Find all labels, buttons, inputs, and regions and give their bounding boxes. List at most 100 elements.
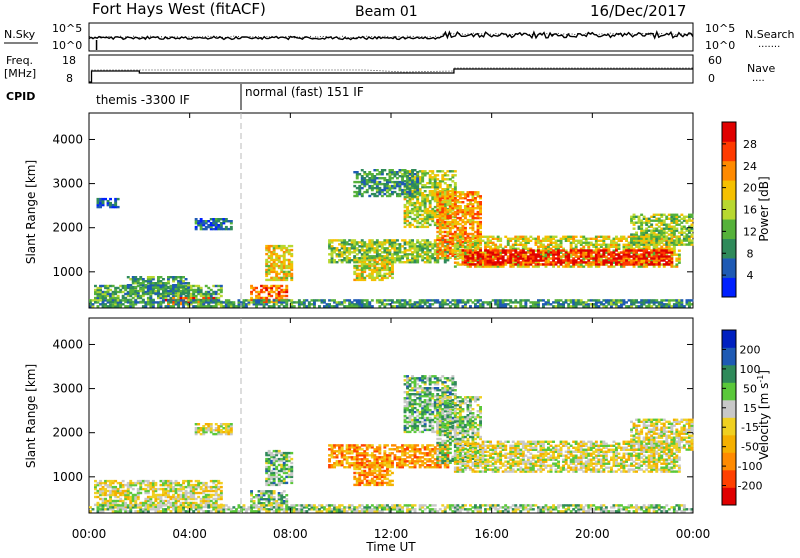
data-cell [250, 285, 253, 287]
data-cell [273, 291, 276, 293]
data-cell [602, 303, 605, 305]
data-cell [361, 263, 364, 265]
data-cell [381, 259, 384, 261]
data-cell [409, 210, 412, 212]
data-cell [137, 290, 140, 292]
data-cell [472, 244, 475, 246]
data-cell [356, 171, 359, 173]
data-cell [663, 249, 666, 251]
data-cell [590, 238, 593, 240]
data-cell [230, 301, 233, 303]
data-cell [477, 221, 480, 223]
data-cell [119, 289, 122, 291]
data-cell [618, 253, 621, 255]
data-cell [361, 193, 364, 195]
data-cell [122, 480, 125, 482]
data-cell [620, 251, 623, 253]
data-cell [441, 231, 444, 233]
data-cell [99, 198, 102, 200]
data-cell [537, 299, 540, 301]
data-cell [600, 244, 603, 246]
data-cell [338, 259, 341, 261]
data-cell [197, 301, 200, 303]
data-cell [373, 187, 376, 189]
data-cell [441, 251, 444, 253]
data-cell [560, 255, 563, 257]
data-cell [122, 291, 125, 293]
data-cell [280, 255, 283, 257]
data-cell [338, 243, 341, 245]
data-cell [454, 256, 457, 258]
data-cell [456, 227, 459, 229]
data-cell [431, 253, 434, 255]
data-cell [449, 215, 452, 217]
data-cell [263, 297, 266, 299]
data-cell [424, 299, 427, 301]
data-cell [406, 220, 409, 222]
data-cell [436, 203, 439, 205]
data-cell [623, 251, 626, 253]
data-cell [99, 488, 102, 490]
data-cell [585, 261, 588, 263]
data-cell [635, 232, 638, 234]
data-cell [660, 214, 663, 216]
data-cell [512, 249, 515, 251]
data-cell [416, 206, 419, 208]
data-cell [620, 299, 623, 301]
data-cell [653, 249, 656, 251]
data-cell [643, 249, 646, 251]
data-cell [401, 251, 404, 253]
data-cell [92, 303, 95, 305]
data-cell [371, 305, 374, 307]
data-cell [560, 238, 563, 240]
data-cell [456, 221, 459, 223]
data-cell [665, 246, 668, 248]
data-cell [469, 199, 472, 201]
data-cell [381, 275, 384, 277]
data-cell [142, 299, 145, 301]
data-cell [217, 303, 220, 305]
data-cell [547, 299, 550, 301]
data-cell [570, 265, 573, 267]
data-cell [139, 282, 142, 284]
data-cell [431, 303, 434, 305]
data-cell [615, 236, 618, 238]
data-cell [429, 224, 432, 226]
data-cell [117, 198, 120, 200]
data-cell [409, 239, 412, 241]
data-cell [517, 263, 520, 265]
data-cell [643, 230, 646, 232]
data-cell [618, 244, 621, 246]
data-cell [215, 299, 218, 301]
data-cell [278, 255, 281, 257]
data-cell [691, 224, 694, 226]
data-cell [560, 252, 563, 254]
data-cell [381, 195, 384, 197]
data-cell [587, 259, 590, 261]
data-cell [597, 299, 600, 301]
data-cell [172, 284, 175, 286]
data-cell [215, 285, 218, 287]
data-cell [655, 233, 658, 235]
data-cell [595, 236, 598, 238]
data-cell [645, 305, 648, 307]
data-cell [451, 188, 454, 190]
data-cell [295, 301, 298, 303]
data-cell [499, 238, 502, 240]
colorbar-swatch [722, 180, 736, 200]
data-cell [97, 482, 100, 484]
data-cell [570, 259, 573, 261]
data-cell [275, 285, 278, 287]
data-cell [273, 277, 276, 279]
data-cell [615, 257, 618, 259]
freq-traces [89, 68, 693, 82]
data-cell [127, 284, 130, 286]
data-cell [305, 305, 308, 307]
data-cell [217, 224, 220, 226]
data-cell [152, 276, 155, 278]
data-cell [265, 245, 268, 247]
data-cell [94, 480, 97, 482]
data-cell [444, 182, 447, 184]
data-cell [648, 259, 651, 261]
data-cell [414, 176, 417, 178]
